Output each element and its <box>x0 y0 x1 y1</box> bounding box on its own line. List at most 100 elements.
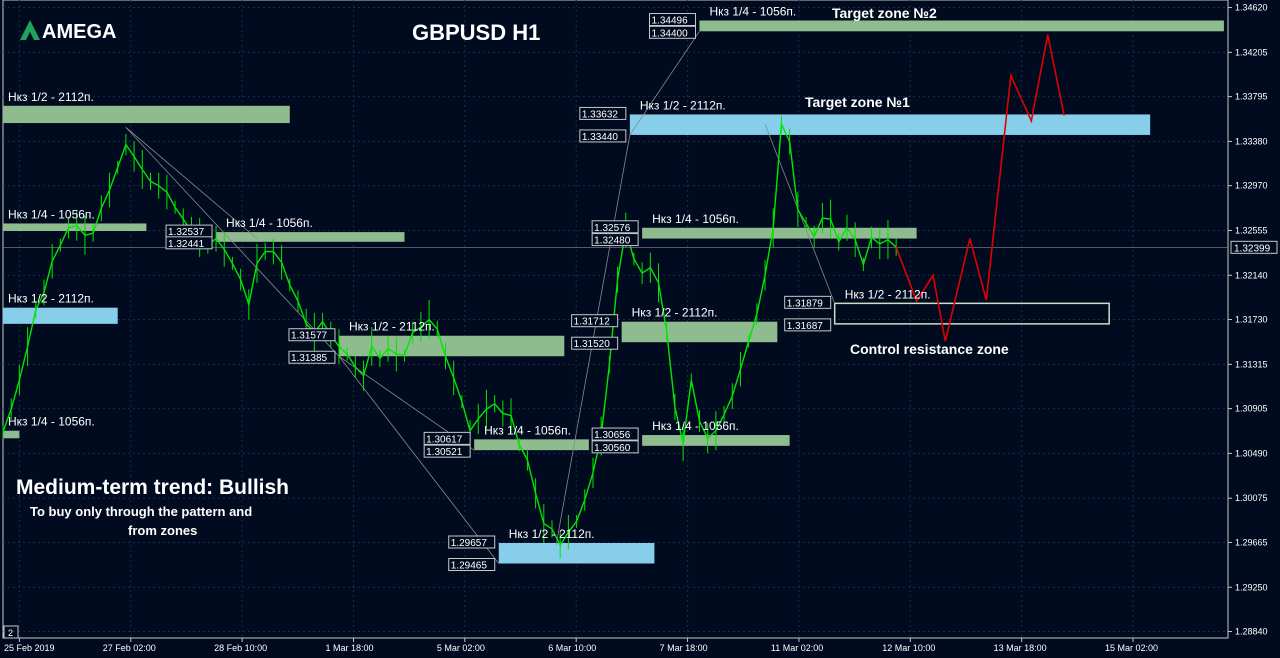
zone-price-bottom-box: 1.34400 <box>648 25 696 39</box>
zone-price-bottom: 1.31385 <box>291 353 328 364</box>
zone-label: Нкз 1/2 - 2112п. <box>845 287 931 301</box>
zone-rect <box>216 232 405 242</box>
zone-rect <box>474 439 589 451</box>
zone-label: Нкз 1/4 - 1056п. <box>709 5 796 19</box>
zone-price-top: 1.33632 <box>582 109 619 120</box>
price-box-frame <box>423 444 471 458</box>
y-tick-label: 1.29665 <box>1235 537 1268 547</box>
price-box-frame <box>448 535 496 549</box>
zone-price-top: 1.31712 <box>574 317 611 328</box>
logo-mark-icon <box>20 20 40 40</box>
y-tick-label: 1.34205 <box>1235 47 1268 57</box>
zone-label: Нкз 1/2 - 2112п. <box>509 527 595 541</box>
zone-label: Нкз 1/2 - 2112п. <box>8 90 94 104</box>
zone-price-top-box: 1.32537 <box>165 224 213 238</box>
y-tick-label: 1.30490 <box>1235 448 1268 458</box>
zone-price-bottom-box: 1.31520 <box>571 336 619 350</box>
zone-rect <box>642 227 917 239</box>
x-tick-label: 25 Feb 2019 <box>4 643 55 653</box>
zone-label: Нкз 1/4 - 1056п. <box>484 423 571 437</box>
price-box-frame <box>579 106 627 120</box>
zone-label: Нкз 1/4 - 1056п. <box>8 415 95 429</box>
current-price-frame <box>1230 240 1278 254</box>
zone-label: Нкз 1/2 - 2112п. <box>640 98 726 112</box>
zone-rect <box>3 223 147 232</box>
forecast-layer <box>895 34 1065 342</box>
zone-price-bottom: 1.30521 <box>426 447 463 458</box>
zone-rect <box>498 543 655 564</box>
zone-labels-layer: Нкз 1/2 - 2112п. Нкз 1/4 - 1056п. Нкз 1/2 … <box>8 5 931 572</box>
y-tick-label: 1.33795 <box>1235 92 1268 102</box>
zone-price-top: 1.32576 <box>594 223 631 234</box>
zone-label: Нкз 1/4 - 1056п. <box>8 207 95 221</box>
zone-label: Нкз 1/4 - 1056п. <box>226 216 313 230</box>
zone-price-top: 1.29657 <box>451 538 488 549</box>
zone-price-bottom: 1.29465 <box>451 561 488 572</box>
zoom-marker-box[interactable] <box>3 625 19 639</box>
zone-rect <box>629 114 1151 135</box>
zone-rect <box>699 20 1224 32</box>
y-tick-label: 1.34620 <box>1235 3 1268 13</box>
zone-price-bottom: 1.32441 <box>168 239 205 250</box>
zone-price-bottom: 1.31520 <box>574 339 611 350</box>
zone-rect <box>833 302 1110 325</box>
zone-price-bottom: 1.32480 <box>594 236 631 247</box>
zone-price-bottom-box: 1.29465 <box>448 558 496 572</box>
chart-title: GBPUSD H1 <box>412 20 540 45</box>
zone-price-bottom-box: 1.31385 <box>288 350 336 364</box>
price-box-frame <box>648 13 696 27</box>
zone-price-bottom: 1.31687 <box>787 321 824 332</box>
zone-price-top-box: 1.31712 <box>571 314 619 328</box>
zone-label: Нкз 1/2 - 2112п. <box>349 320 435 334</box>
x-tick-label: 7 Mar 18:00 <box>660 643 708 653</box>
zone-price-bottom: 1.30560 <box>594 443 631 454</box>
y-tick-label: 1.31730 <box>1235 315 1268 325</box>
x-tick-label: 12 Mar 10:00 <box>882 643 935 653</box>
zone-price-top: 1.34496 <box>651 16 688 27</box>
trend-title: Medium-term trend: Bullish <box>16 476 289 499</box>
zone-price-top: 1.32537 <box>168 227 205 238</box>
zone-price-bottom: 1.34400 <box>651 28 688 39</box>
trend-note-line-2: from zones <box>128 523 197 538</box>
x-tick-label: 5 Mar 02:00 <box>437 643 485 653</box>
y-tick-label: 1.32555 <box>1235 225 1268 235</box>
price-box-frame <box>571 336 619 350</box>
zone-price-top: 1.30617 <box>426 434 463 445</box>
zone-price-top: 1.30656 <box>594 430 631 441</box>
price-axis: 1.34620 1.34205 1.33795 1.33380 1.32970 1.325… <box>1228 3 1278 637</box>
zone-price-top-box: 1.31879 <box>784 295 832 309</box>
chart-grid <box>2 0 1229 639</box>
current-price-box: 1.32399 <box>1230 240 1278 254</box>
zone-rect <box>3 430 20 439</box>
target-zone-2-label: Target zone №2 <box>832 5 937 21</box>
control-zone-label: Control resistance zone <box>850 341 1009 357</box>
zone-label: Нкз 1/2 - 2112п. <box>632 306 718 320</box>
price-box-frame <box>165 236 213 250</box>
zone-price-top-box: 1.30656 <box>591 427 639 441</box>
x-tick-label: 13 Mar 18:00 <box>994 643 1047 653</box>
amega-logo: AMEGA <box>20 20 116 43</box>
price-box-frame <box>648 25 696 39</box>
y-tick-label: 1.31315 <box>1235 359 1268 369</box>
y-tick-label: 1.33380 <box>1235 136 1268 146</box>
time-axis: 25 Feb 2019 27 Feb 02:00 28 Feb 10:00 1 Mar… <box>4 638 1158 653</box>
pattern-line <box>338 355 500 564</box>
price-box-frame <box>591 427 639 441</box>
zone-price-bottom-box: 1.30560 <box>591 440 639 454</box>
price-box-frame <box>591 233 639 247</box>
price-box-frame <box>591 440 639 454</box>
x-tick-label: 1 Mar 18:00 <box>325 643 373 653</box>
zone-label: Нкз 1/4 - 1056п. <box>652 419 739 433</box>
zone-price-top-box: 1.31577 <box>288 328 336 342</box>
price-box-frame <box>423 431 471 445</box>
y-tick-label: 1.32140 <box>1235 270 1268 280</box>
price-box-frame <box>571 314 619 328</box>
zone-price-top-box: 1.29657 <box>448 535 496 549</box>
zone-rect <box>3 307 118 324</box>
x-tick-label: 27 Feb 02:00 <box>103 643 156 653</box>
forecast-line <box>895 34 1065 342</box>
y-tick-label: 1.29250 <box>1235 582 1268 592</box>
zone-price-bottom-box: 1.33440 <box>579 129 627 143</box>
x-tick-label: 6 Mar 10:00 <box>548 643 596 653</box>
